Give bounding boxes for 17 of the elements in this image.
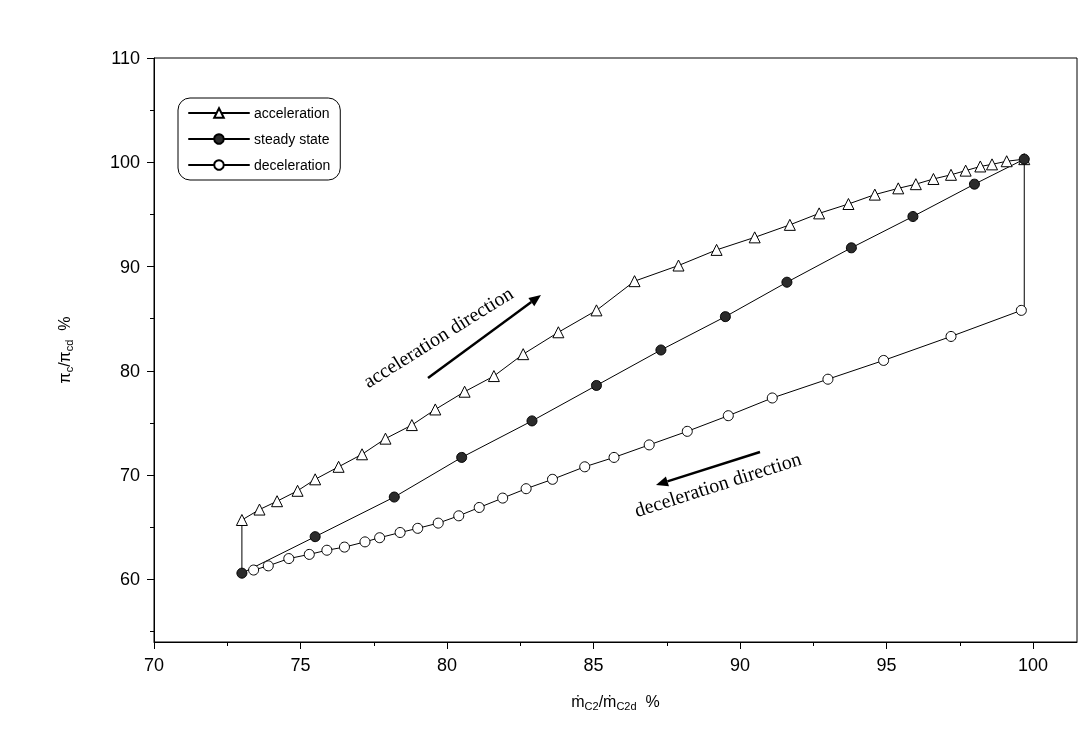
x-tick-label: 85 (583, 655, 604, 675)
x-tick-label: 90 (730, 655, 751, 675)
y-tick-label: 90 (119, 256, 140, 277)
y-axis-title: πc/πcd % (56, 316, 75, 384)
x-tick-label: 95 (876, 655, 897, 675)
y-tick-label: 110 (111, 48, 140, 68)
y-tick-label: 80 (119, 360, 140, 381)
x-tick-label: 100 (1018, 655, 1049, 675)
y-tick-label: 70 (119, 465, 140, 486)
x-tick-label: 80 (437, 655, 458, 675)
legend-label: acceleration (254, 105, 330, 121)
x-tick-label: 70 (143, 655, 165, 675)
y-tick-label: 100 (109, 152, 140, 173)
legend-label: deceleration (254, 157, 331, 173)
x-tick-label: 75 (290, 655, 311, 675)
legend-label: steady state (254, 131, 330, 147)
y-tick-label: 60 (119, 569, 140, 590)
